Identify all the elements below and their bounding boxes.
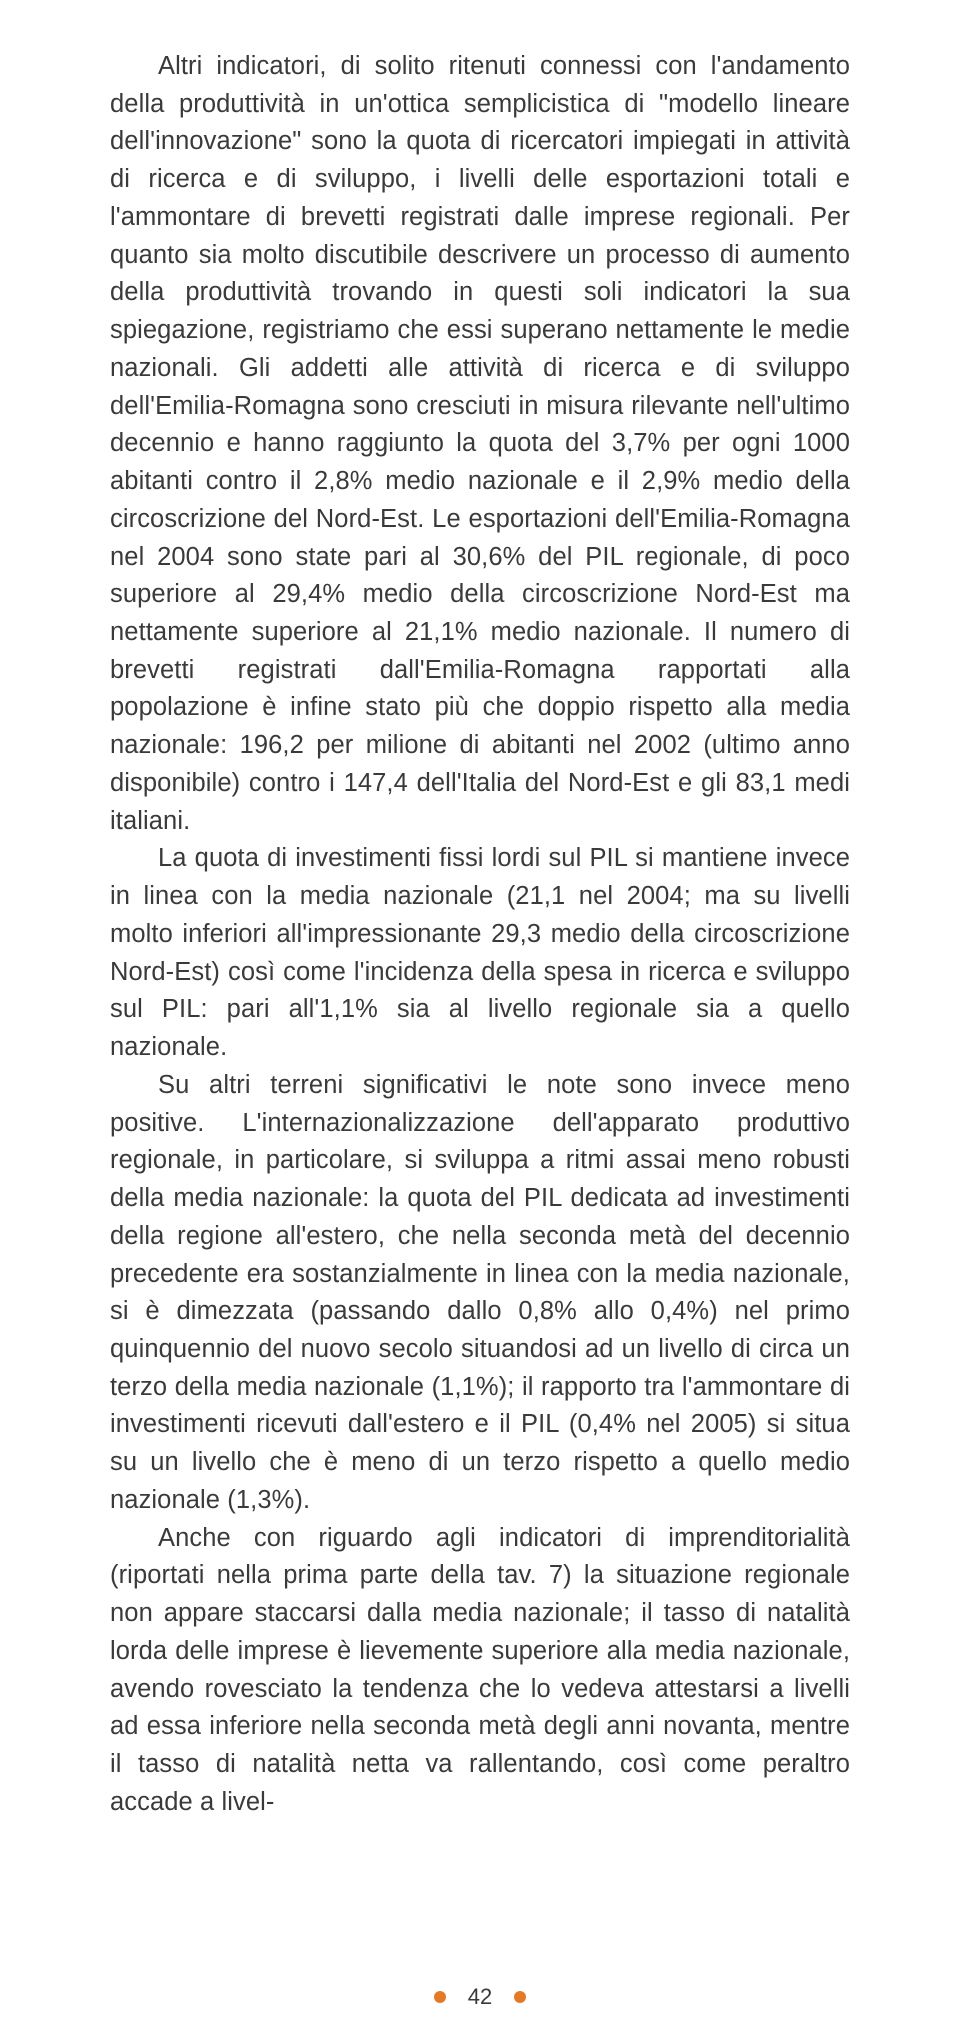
footer-dot-left <box>434 1991 446 2003</box>
page-footer: 42 <box>0 1984 960 2010</box>
body-text: Altri indicatori, di solito ritenuti con… <box>110 48 850 1822</box>
page-number: 42 <box>468 1984 492 2010</box>
page: Altri indicatori, di solito ritenuti con… <box>0 0 960 2040</box>
footer-dot-right <box>514 1991 526 2003</box>
paragraph-3: Su altri terreni significativi le note s… <box>110 1071 850 1514</box>
footer-inner: 42 <box>434 1984 526 2010</box>
paragraph-4: Anche con riguardo agli indicatori di im… <box>110 1524 850 1816</box>
paragraph-2: La quota di investimenti fissi lordi sul… <box>110 844 850 1061</box>
paragraph-1: Altri indicatori, di solito ritenuti con… <box>110 52 850 835</box>
